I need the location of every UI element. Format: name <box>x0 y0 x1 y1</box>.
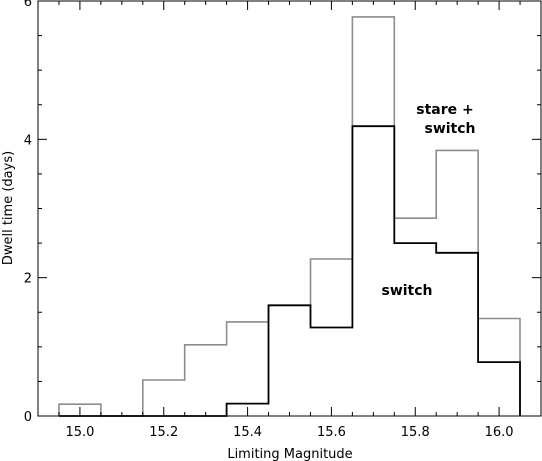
y-tick-label: 4 <box>24 133 32 148</box>
y-axis-title: Dwell time (days) <box>1 151 16 265</box>
x-tick-label: 15.6 <box>317 425 346 440</box>
series-layer <box>58 16 521 417</box>
y-tick-label: 2 <box>24 272 32 287</box>
x-tick-label: 15.2 <box>149 425 178 440</box>
x-tick-label: 15.4 <box>233 425 262 440</box>
x-tick-label: 16.0 <box>485 425 514 440</box>
series-line-stare-switch <box>58 16 521 417</box>
x-axis-title: Limiting Magnitude <box>227 447 352 461</box>
ticks-layer: 15.0 15.2 15.4 15.6 15.8 16.0 0 2 4 6 <box>24 0 541 440</box>
x-tick-label: 15.8 <box>401 425 430 440</box>
annotation-switch: switch <box>381 283 432 299</box>
plot-frame <box>37 0 542 417</box>
series-line-switch <box>59 125 521 417</box>
y-tick-label: 6 <box>24 0 32 10</box>
annotation-stare-plus: stare + <box>416 102 473 118</box>
y-tick-label: 0 <box>24 410 32 425</box>
x-tick-label: 15.0 <box>65 425 94 440</box>
annotation-stare-switch: switch <box>424 121 475 137</box>
